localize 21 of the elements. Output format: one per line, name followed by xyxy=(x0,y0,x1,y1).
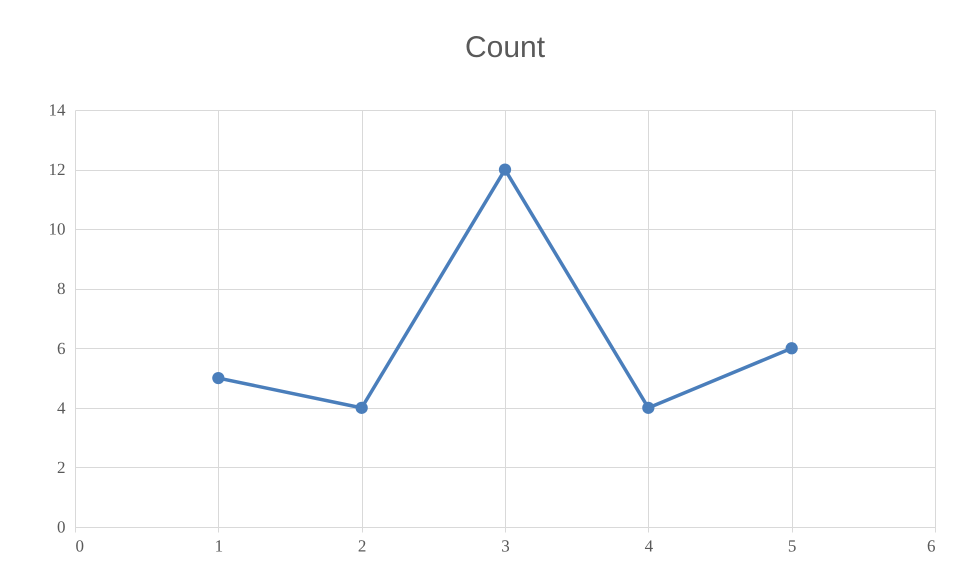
y-tick-label: 2 xyxy=(57,458,66,477)
x-tick-label: 3 xyxy=(501,536,510,556)
x-tick-label: 4 xyxy=(644,536,654,556)
point xyxy=(356,402,368,414)
y-tick-label: 14 xyxy=(48,100,66,120)
chart-title: Count xyxy=(464,31,546,64)
x-tick-label: 1 xyxy=(214,536,224,556)
point xyxy=(498,163,512,176)
x-tick-label: 6 xyxy=(927,536,936,556)
y-tick-label: 0 xyxy=(57,518,66,536)
x-tick-label: 0 xyxy=(76,536,84,556)
x-tick-label: 5 xyxy=(788,536,796,556)
y-tick-label: 10 xyxy=(48,220,66,239)
point xyxy=(642,402,654,414)
x-tick-label: 2 xyxy=(358,536,366,556)
y-tick-label: 12 xyxy=(48,160,66,180)
y-tick-label: 4 xyxy=(57,398,66,418)
y-tick-label: 6 xyxy=(57,338,66,358)
point xyxy=(212,372,224,384)
y-tick-label: 8 xyxy=(57,279,66,298)
point xyxy=(786,342,798,354)
